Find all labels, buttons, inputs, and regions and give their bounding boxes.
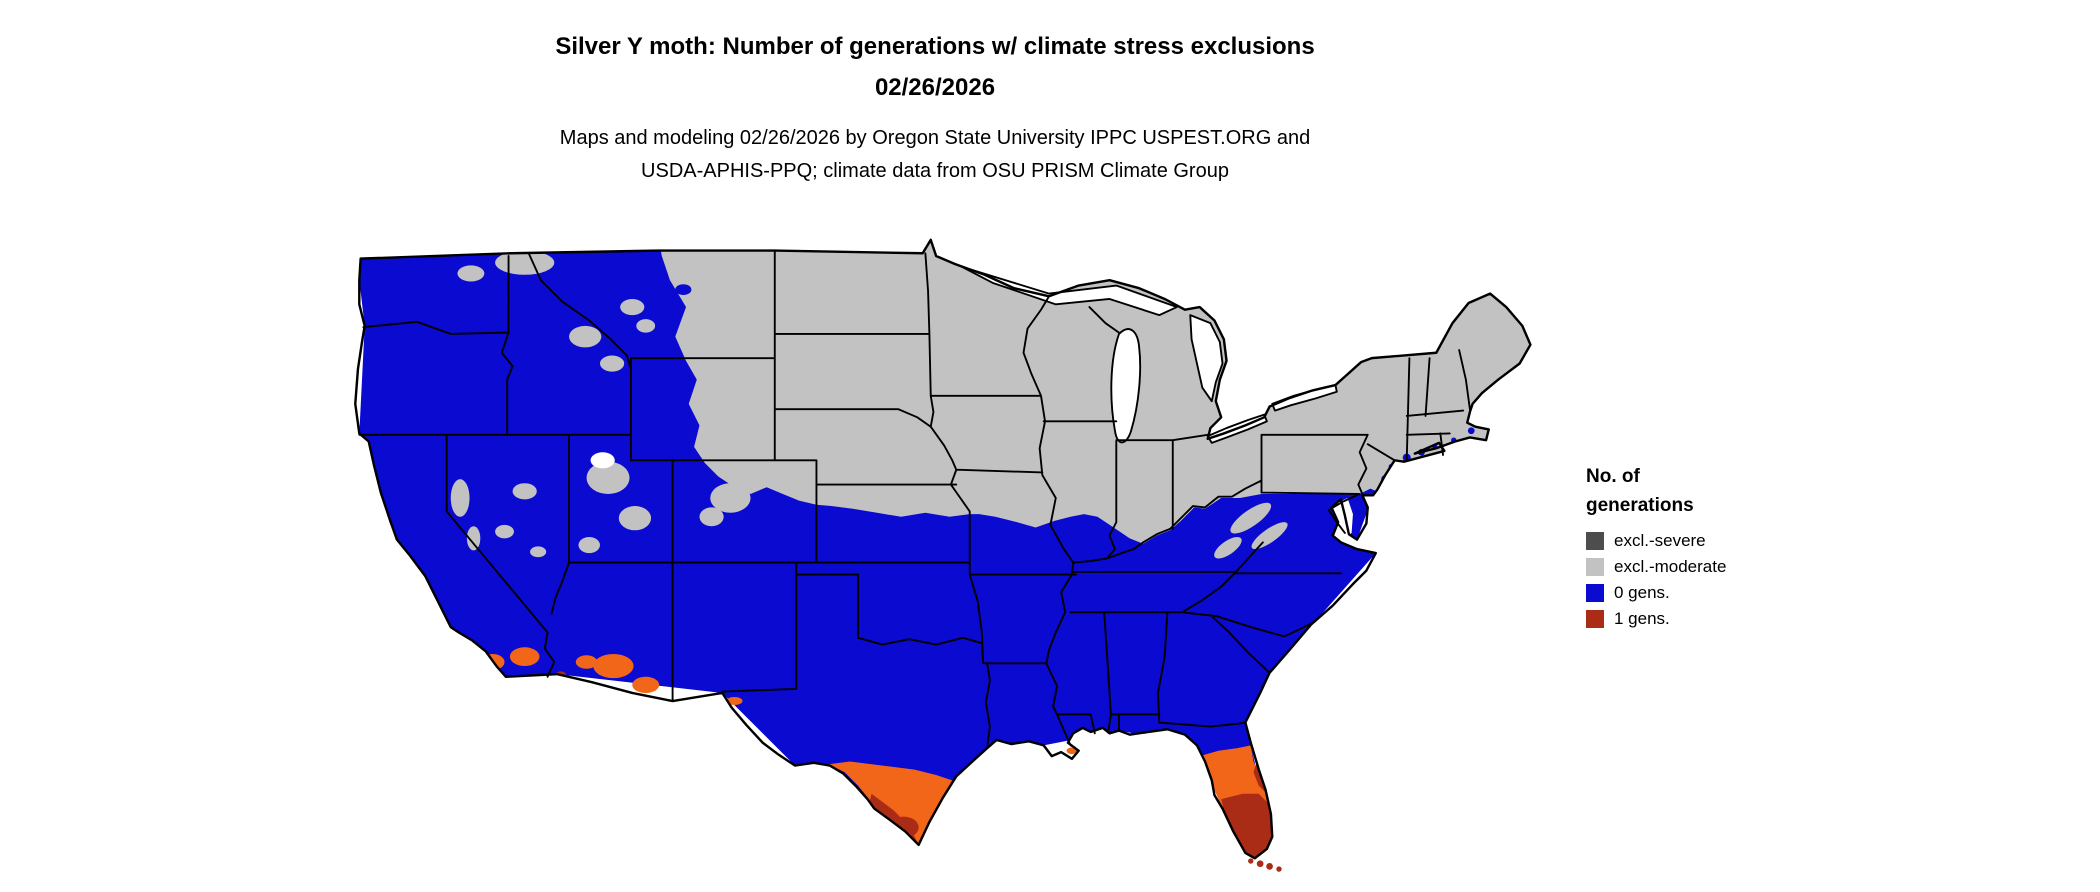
state-borders	[358, 249, 1471, 750]
figure-subtitle-line1: Maps and modeling 02/26/2026 by Oregon S…	[559, 127, 1311, 149]
lake-superior	[960, 265, 1178, 317]
us-map-svg	[354, 238, 1532, 872]
legend-label-excl-moderate: excl.-moderate	[1614, 557, 1727, 576]
figure-title-line1: Silver Y moth: Number of generations w/ …	[555, 33, 1315, 60]
legend-item-excl-moderate: excl.-moderate	[1586, 554, 1726, 580]
legend-label-1-gens: 1 gens.	[1614, 609, 1670, 628]
figure-title: Silver Y moth: Number of generations w/ …	[0, 26, 1870, 108]
figure-subtitle-line2: USDA-APHIS-PPQ; climate data from OSU PR…	[641, 160, 1229, 182]
legend-swatch-0-gens	[1586, 584, 1604, 602]
legend-title-line2: generations	[1586, 495, 1694, 516]
legend-label-excl-severe: excl.-severe	[1614, 531, 1706, 550]
legend-swatch-1-gens	[1586, 610, 1604, 628]
figure-subtitle: Maps and modeling 02/26/2026 by Oregon S…	[0, 122, 1870, 188]
legend-title: No. of generations	[1586, 462, 1726, 520]
legend-title-line1: No. of	[1586, 466, 1640, 487]
us-outline	[354, 238, 1532, 860]
legend-label-0-gens: 0 gens.	[1614, 583, 1670, 602]
map-legend: No. of generations excl.-severe excl.-mo…	[1586, 462, 1726, 632]
legend-swatch-excl-moderate	[1586, 558, 1604, 576]
us-map	[323, 229, 1560, 892]
legend-swatch-excl-severe	[1586, 532, 1604, 550]
legend-item-excl-severe: excl.-severe	[1586, 528, 1726, 554]
florida-keys	[1248, 858, 1282, 872]
legend-item-1-gens: 1 gens.	[1586, 606, 1726, 632]
figure-title-date: 02/26/2026	[874, 74, 996, 101]
lake-huron	[1189, 314, 1224, 403]
legend-item-0-gens: 0 gens.	[1586, 580, 1726, 606]
great-salt-lake	[590, 452, 615, 469]
lake-michigan	[1110, 328, 1142, 444]
map-region-0-gens	[359, 250, 1531, 859]
